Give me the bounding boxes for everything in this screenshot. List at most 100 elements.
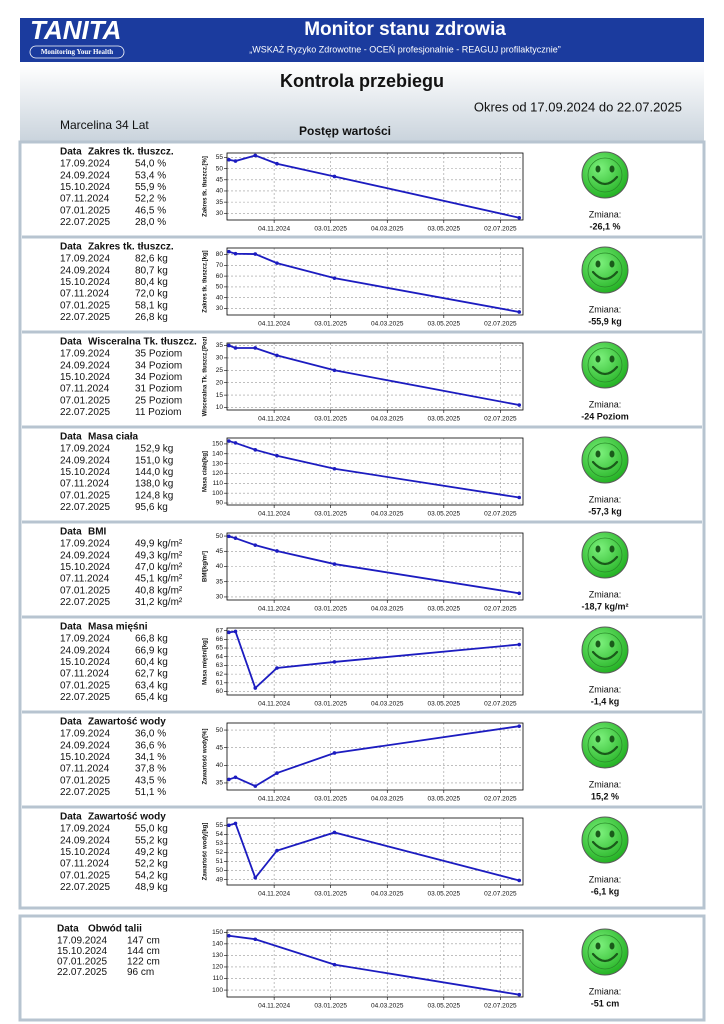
table-header: Wisceralna Tk. tłuszcz.: [88, 337, 197, 348]
table-value: 40,8 kg/m²: [135, 585, 183, 596]
smiley-face: [581, 626, 629, 674]
table-date: 24.09.2024: [60, 455, 110, 466]
table-date: 22.07.2025: [60, 692, 110, 703]
header-bar: [20, 18, 704, 62]
table-value: 152,9 kg: [135, 444, 173, 455]
smiley-ring: [587, 252, 623, 288]
table-value: 49,9 kg/m²: [135, 539, 183, 550]
data-point: [233, 251, 238, 256]
data-point: [233, 346, 238, 350]
table-date: 07.01.2025: [60, 775, 110, 786]
table-date: 17.09.2024: [60, 824, 110, 835]
table-date: 17.09.2024: [60, 634, 110, 645]
data-point: [332, 562, 337, 566]
smiley-mouth: [591, 365, 619, 376]
data-point: [227, 777, 231, 782]
table-date: 15.10.2024: [60, 752, 110, 763]
table-value: 51,1 %: [135, 787, 166, 798]
table-header: Zawartość wody: [88, 812, 166, 823]
table-header: Zawartość wody: [88, 717, 166, 728]
change-value: -24 Poziom: [581, 411, 629, 421]
table-date: 17.09.2024: [60, 444, 110, 455]
table-date: 07.11.2024: [60, 194, 110, 205]
section-title: Postęp wartości: [299, 124, 391, 138]
data-point: [253, 543, 258, 547]
y-tick-label: 60: [216, 273, 224, 280]
x-tick-label: 04.03.2025: [371, 796, 404, 803]
table-header: Data: [60, 337, 82, 348]
y-tick-label: 150: [212, 929, 223, 936]
table-header: Data: [60, 622, 82, 633]
change-value: -57,3 kg: [588, 506, 622, 516]
data-point: [332, 830, 337, 835]
smiley-face: [581, 151, 629, 199]
table-date: 24.09.2024: [60, 835, 110, 846]
smiley-mouth: [591, 952, 619, 963]
table-date: 15.10.2024: [60, 847, 110, 858]
smiley-ring: [587, 442, 623, 478]
y-tick-label: 140: [212, 450, 223, 457]
x-tick-label: 04.03.2025: [371, 1003, 404, 1010]
plot-area: [227, 818, 523, 885]
smiley-eye: [609, 830, 615, 838]
table-date: 22.07.2025: [60, 882, 110, 893]
x-tick-label: 04.03.2025: [371, 701, 404, 708]
smiley-face: [581, 246, 629, 294]
smiley-eye: [609, 165, 615, 173]
y-tick-label: 40: [216, 563, 224, 570]
smiley-ring: [587, 537, 623, 573]
data-point: [253, 346, 258, 350]
x-tick-label: 02.07.2025: [484, 701, 517, 708]
table-date: 07.11.2024: [60, 859, 110, 870]
y-tick-label: 45: [216, 548, 224, 555]
x-tick-label: 02.07.2025: [484, 1003, 517, 1010]
y-tick-label: 30: [216, 594, 224, 601]
table-date: 24.09.2024: [60, 265, 110, 276]
data-point: [227, 534, 231, 539]
y-tick-label: 130: [212, 460, 223, 467]
table-value: 138,0 kg: [135, 479, 173, 490]
x-tick-label: 04.03.2025: [371, 606, 404, 613]
table-date: 15.10.2024: [60, 182, 110, 193]
y-tick-label: 53: [216, 840, 224, 847]
data-point: [332, 466, 337, 471]
y-tick-label: 100: [212, 987, 223, 994]
y-tick-label: 140: [212, 941, 223, 948]
y-tick-label: 30: [216, 210, 224, 217]
smiley-eye: [595, 830, 601, 838]
y-tick-label: 40: [216, 188, 224, 195]
data-point: [332, 751, 337, 755]
x-tick-label: 04.03.2025: [371, 321, 404, 328]
data-point: [253, 875, 258, 880]
x-tick-label: 03.05.2025: [428, 1003, 461, 1010]
table-value: 28,0 %: [135, 217, 166, 228]
table-date: 07.11.2024: [60, 669, 110, 680]
x-tick-label: 03.05.2025: [428, 796, 461, 803]
data-point: [253, 448, 258, 452]
x-tick-label: 04.03.2025: [371, 416, 404, 423]
y-tick-label: 20: [216, 379, 224, 386]
table-header: Zakres tk. tłuszcz.: [88, 147, 174, 158]
table-value: 80,4 kg: [135, 277, 168, 288]
change-value: -1,4 kg: [591, 696, 620, 706]
table-value: 54,0 %: [135, 159, 166, 170]
data-point: [233, 775, 238, 780]
y-tick-label: 150: [212, 441, 223, 448]
y-tick-label: 100: [212, 490, 223, 497]
y-tick-label: 50: [216, 533, 224, 540]
y-tick-label: 50: [216, 727, 224, 734]
table-header: Data: [60, 147, 82, 158]
data-point: [332, 368, 337, 373]
table-value: 80,7 kg: [135, 265, 168, 276]
y-tick-label: 61: [216, 680, 224, 687]
data-point: [517, 878, 522, 883]
smiley-ring: [587, 727, 623, 763]
table-date: 07.01.2025: [60, 585, 110, 596]
y-axis-label: BMI[kg/m²]: [202, 551, 209, 582]
smiley-eye: [595, 735, 601, 743]
table-value: 65,4 kg: [135, 692, 168, 703]
table-value: 122 cm: [127, 957, 160, 968]
y-tick-label: 66: [216, 636, 224, 643]
table-date: 17.09.2024: [60, 349, 110, 360]
table-value: 72,0 kg: [135, 289, 168, 300]
